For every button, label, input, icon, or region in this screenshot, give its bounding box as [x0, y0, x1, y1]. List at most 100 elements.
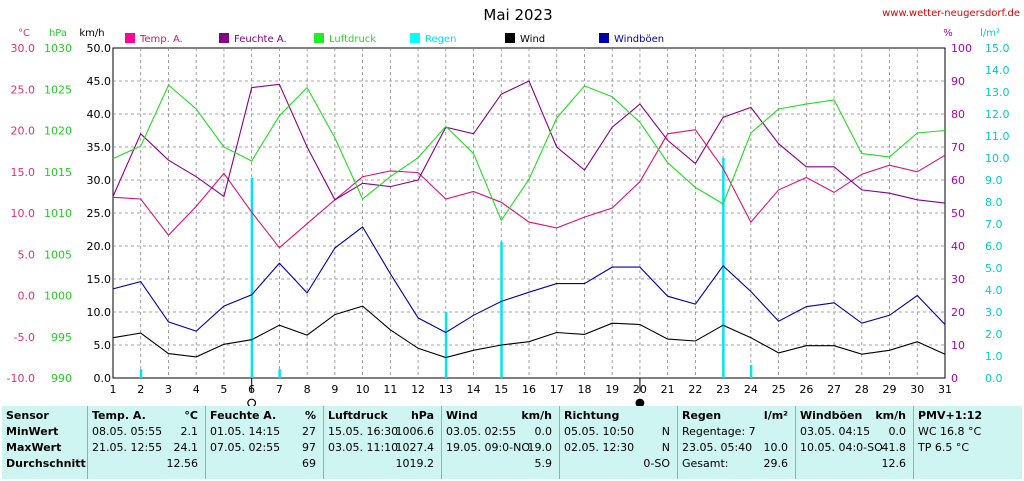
column-separator	[205, 406, 206, 479]
x-tick-label: 17	[550, 383, 564, 396]
stat-max-label: 23.05. 05:40	[682, 441, 753, 454]
x-tick-label: 31	[938, 383, 952, 396]
humidity-tick-label: 100	[951, 42, 972, 55]
stat-min-value: 0.0	[888, 425, 907, 438]
stat-max-label: 10.05. 04:0-SO	[800, 441, 883, 454]
stat-avg-value: 12.6	[881, 457, 907, 470]
row-label: Durchschnitt	[6, 457, 86, 470]
column-separator	[913, 406, 914, 479]
legend-label: Temp. A.	[139, 34, 183, 45]
stat-avg-label: Gesamt:	[682, 457, 729, 470]
x-tick-label: 29	[883, 383, 897, 396]
pressure-tick-label: 1025	[44, 83, 72, 96]
rain-tick-label: 7.0	[985, 218, 1003, 231]
legend-swatch	[410, 33, 420, 43]
pressure-tick-label: 990	[51, 372, 72, 385]
source-link[interactable]: www.wetter-neugersdorf.de	[882, 8, 1020, 19]
rain-tick-label: 13.0	[985, 86, 1010, 99]
rain-bar	[500, 241, 503, 378]
pressure-unit: hPa	[49, 28, 67, 39]
pressure-tick-label: 1010	[44, 207, 72, 220]
x-tick-label: 7	[276, 383, 283, 396]
legend-swatch	[599, 33, 609, 43]
stat-max-value: 10.0	[763, 441, 789, 454]
wind-tick-label: 20.0	[87, 240, 112, 253]
x-tick-label: 23	[716, 383, 730, 396]
humidity-tick-label: 10	[951, 339, 965, 352]
stat-min-label: 15.05. 16:30	[328, 425, 399, 438]
series-line-wind	[112, 305, 946, 359]
series-line-luftdruck	[112, 84, 946, 222]
rain-bar	[749, 364, 753, 378]
column-unit: °C	[184, 409, 198, 422]
legend-label: Feuchte A.	[234, 34, 287, 45]
humidity-tick-label: 40	[951, 240, 965, 253]
column-separator	[441, 406, 442, 479]
x-tick-label: 18	[577, 383, 591, 396]
x-tick-label: 13	[439, 383, 453, 396]
wind-tick-label: 15.0	[87, 273, 112, 286]
stat-min-value: 1006.6	[395, 425, 435, 438]
stat-max-label: TP 6.5 °C	[918, 441, 970, 454]
wind-tick-label: 25.0	[87, 207, 112, 220]
x-tick-label: 9	[331, 383, 338, 396]
legend-label: Windböen	[614, 34, 664, 45]
x-tick-label: 3	[165, 383, 172, 396]
wind-tick-label: 10.0	[87, 306, 112, 319]
x-tick-label: 14	[467, 383, 481, 396]
weather-chart: Mai 2023 www.wetter-neugersdorf.de °C hPa…	[7, 6, 1020, 406]
rain-tick-label: 9.0	[985, 174, 1003, 187]
column-title: Wind	[446, 409, 478, 422]
stat-max-label: 02.05. 12:30	[564, 441, 635, 454]
stat-min-label: Regentage: 7	[682, 425, 756, 438]
rain-tick-label: 10.0	[985, 152, 1010, 165]
column-separator	[559, 406, 560, 479]
stat-max-value: 97	[302, 441, 316, 454]
temp-tick-label: 20.0	[11, 125, 36, 138]
x-tick-label: 30	[910, 383, 924, 396]
stat-max-label: 03.05. 11:10	[328, 441, 399, 454]
series-line-temp-a-	[112, 129, 946, 249]
stat-min-value: 0.0	[534, 425, 553, 438]
rain-tick-label: 11.0	[985, 130, 1010, 143]
stat-avg-value: 1019.2	[395, 457, 435, 470]
wind-unit: km/h	[79, 28, 104, 39]
rain-tick-label: 4.0	[985, 284, 1003, 297]
x-tick-label: 5	[220, 383, 227, 396]
wind-tick-label: 40.0	[87, 108, 112, 121]
stat-avg-value: 0-SO	[643, 457, 670, 470]
legend-swatch	[505, 33, 515, 43]
rain-tick-label: 8.0	[985, 196, 1003, 209]
stat-max-value: N	[661, 441, 670, 454]
stat-max-label: 19.05. 09:0-NO	[446, 441, 531, 454]
stat-avg-value: 29.6	[763, 457, 789, 470]
pressure-tick-label: 995	[51, 331, 72, 344]
stat-avg-value: 5.9	[534, 457, 553, 470]
rain-tick-label: 5.0	[985, 262, 1003, 275]
rain-tick-label: 12.0	[985, 108, 1010, 121]
legend-swatch	[314, 33, 324, 43]
stat-min-label: 01.05. 14:15	[210, 425, 281, 438]
stat-max-value: 24.1	[173, 441, 199, 454]
rain-tick-label: 6.0	[985, 240, 1003, 253]
full-moon-icon	[247, 398, 257, 406]
new-moon-icon	[635, 398, 645, 406]
wind-tick-label: 30.0	[87, 174, 112, 187]
stat-max-value: 19.0	[527, 441, 553, 454]
humidity-tick-label: 90	[951, 75, 965, 88]
humidity-tick-label: 70	[951, 141, 965, 154]
temp-tick-label: -10.0	[7, 372, 35, 385]
rain-bar	[722, 158, 725, 378]
rain-bar	[278, 369, 281, 378]
stat-min-label: WC 16.8 °C	[918, 425, 982, 438]
rain-tick-label: 14.0	[985, 64, 1010, 77]
stat-min-value: 2.1	[180, 425, 199, 438]
wind-tick-label: 5.0	[94, 339, 112, 352]
series-line-feuchte-a-	[112, 80, 946, 204]
pressure-tick-label: 1000	[44, 290, 72, 303]
x-tick-label: 4	[193, 383, 200, 396]
rain-tick-label: 0.0	[985, 372, 1003, 385]
x-tick-label: 12	[411, 383, 425, 396]
x-tick-label: 28	[855, 383, 869, 396]
humidity-tick-label: 50	[951, 207, 965, 220]
